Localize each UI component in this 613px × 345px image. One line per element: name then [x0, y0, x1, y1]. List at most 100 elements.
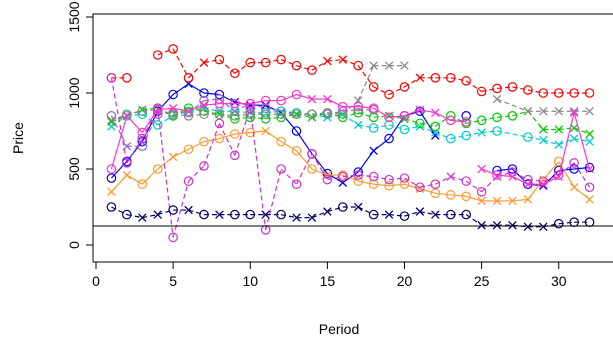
- data-point-circle: [152, 120, 163, 130]
- data-point-circle: [214, 109, 225, 120]
- series-segment: [280, 113, 297, 118]
- series-segment: [218, 59, 236, 74]
- series-segment: [280, 59, 297, 67]
- data-point-cross: [569, 106, 579, 116]
- data-point-circle: [276, 95, 286, 106]
- data-point-cross: [338, 55, 348, 64]
- series-segment: [188, 104, 205, 112]
- data-point-cross: [492, 196, 502, 206]
- y-axis: 0 500 1000 1500: [66, 1, 93, 249]
- data-point-circle: [260, 109, 271, 120]
- data-point-circle: [199, 209, 209, 220]
- series-0: [106, 79, 595, 190]
- data-point-circle: [199, 136, 209, 147]
- series-layer: [106, 44, 595, 243]
- data-point-circle: [199, 88, 209, 98]
- data-point-circle: [461, 191, 471, 202]
- series-segment: [373, 107, 390, 118]
- data-point-circle: [430, 188, 441, 199]
- data-point-circle: [445, 133, 456, 144]
- data-point-circle: [168, 205, 178, 215]
- data-point-circle: [307, 109, 317, 120]
- data-point-circle: [137, 179, 148, 189]
- series-segment: [404, 77, 421, 88]
- series-segment: [573, 127, 590, 135]
- data-point-circle: [492, 83, 502, 94]
- series-segment: [388, 115, 405, 120]
- series-segment: [404, 183, 421, 190]
- data-point-cross: [554, 125, 563, 134]
- data-point-circle: [260, 57, 271, 68]
- data-point-cross: [215, 210, 224, 219]
- series-segment: [311, 112, 328, 118]
- data-point-circle: [230, 68, 240, 79]
- series-segment: [188, 165, 205, 182]
- series-segment: [280, 214, 297, 219]
- x-tick-label: 30: [551, 273, 567, 289]
- series-segment: [342, 112, 359, 118]
- data-point-circle: [553, 218, 564, 229]
- data-point-circle: [307, 149, 317, 159]
- y-tick-label: 1000: [66, 77, 82, 108]
- data-point-circle: [183, 176, 194, 186]
- data-point-circle: [353, 170, 364, 180]
- series-segment: [465, 180, 482, 193]
- series-segment: [250, 130, 266, 134]
- data-point-circle: [230, 129, 240, 139]
- series-segment: [435, 192, 451, 196]
- series-segment: [496, 174, 513, 178]
- data-point-circle: [291, 109, 302, 120]
- series-segment: [234, 108, 251, 156]
- series-segment: [389, 115, 405, 118]
- data-point-cross: [353, 202, 363, 212]
- data-point-cross: [569, 134, 579, 143]
- series-segment: [373, 183, 390, 187]
- series-segment: [296, 65, 313, 71]
- data-point-cross: [400, 61, 409, 70]
- series-segment: [558, 162, 575, 176]
- data-point-cross: [261, 126, 270, 136]
- data-point-circle: [122, 109, 132, 120]
- series-segment: [234, 110, 251, 114]
- data-point-circle: [523, 85, 533, 95]
- data-point-cross: [184, 106, 193, 116]
- data-point-cross: [554, 140, 563, 149]
- series-segment: [496, 130, 528, 138]
- data-point-circle: [415, 118, 425, 129]
- data-point-cross: [569, 182, 579, 192]
- data-point-circle: [584, 88, 595, 98]
- series-segment: [280, 141, 297, 152]
- data-point-circle: [569, 158, 579, 168]
- series-7: [106, 73, 595, 243]
- data-point-circle: [507, 164, 518, 174]
- data-point-cross: [369, 61, 378, 70]
- series-segment: [481, 116, 498, 121]
- data-point-circle: [553, 88, 564, 98]
- data-point-circle: [137, 106, 148, 117]
- data-point-circle: [322, 107, 333, 118]
- data-point-circle: [461, 117, 471, 127]
- series-segment: [435, 131, 451, 140]
- series-segment: [327, 58, 343, 62]
- series-segment: [404, 210, 421, 217]
- data-point-cross: [307, 213, 317, 222]
- data-point-circle: [122, 73, 132, 83]
- data-point-circle: [106, 164, 117, 174]
- data-point-circle: [106, 73, 117, 83]
- data-point-circle: [245, 57, 256, 68]
- series-segment: [358, 174, 374, 178]
- data-point-circle: [276, 106, 286, 117]
- series-segment: [527, 89, 544, 94]
- series-segment: [450, 176, 467, 182]
- data-point-circle: [168, 44, 178, 54]
- series-segment: [265, 168, 282, 230]
- series-segment: [280, 168, 297, 185]
- data-point-cross: [199, 58, 209, 67]
- series-segment: [157, 115, 174, 126]
- data-point-circle: [430, 179, 441, 189]
- data-point-circle: [230, 114, 240, 124]
- data-point-cross: [523, 106, 533, 116]
- data-point-circle: [152, 104, 163, 115]
- data-point-cross: [384, 210, 394, 219]
- series-segment: [512, 110, 529, 117]
